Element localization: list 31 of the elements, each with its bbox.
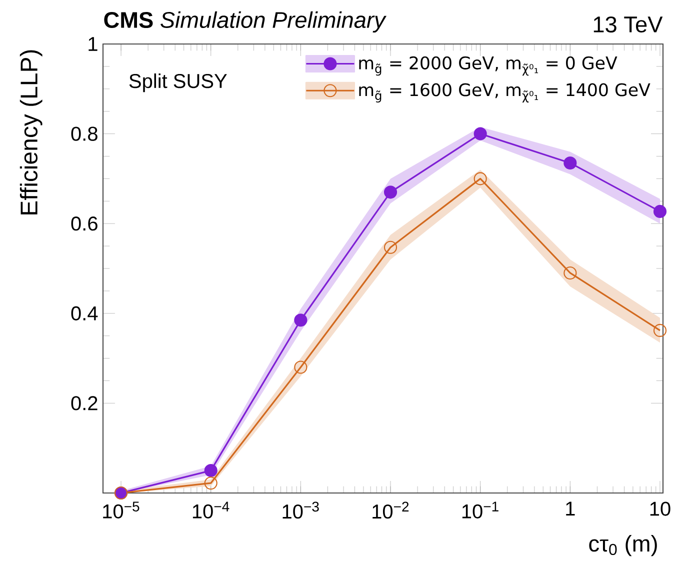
- point: [294, 314, 308, 327]
- point: [384, 186, 398, 199]
- y-tick-label: 0.6: [71, 216, 98, 231]
- x-tick-label: 10$^{−2}$: [372, 502, 409, 519]
- x-tick-label: 10$^{−1}$: [462, 502, 498, 518]
- point: [384, 240, 398, 254]
- legend-label: m$_{g̃}$ = 1600 GeV, m$_{χ̃⁰₁}$ = 1400 GeV: [359, 83, 650, 102]
- x-tick-label: 10: [650, 502, 670, 516]
- point: [474, 127, 487, 140]
- x-tick-label: 10$^{−5}$: [103, 502, 140, 518]
- text: 13 TeV: [594, 16, 663, 33]
- x-tick-label: 10$^{−3}$: [282, 502, 319, 519]
- x-tick-label: 1: [566, 502, 575, 516]
- point: [474, 172, 487, 186]
- point: [653, 324, 667, 337]
- chart-title: CMS Simulation Preliminary: [104, 11, 386, 33]
- y-tick-label: 0.8: [71, 126, 98, 141]
- point: [294, 360, 308, 374]
- point: [204, 476, 218, 490]
- point: [653, 204, 667, 218]
- legend-label: m$_{g̃}$ = 2000 GeV, m$_{χ̃⁰₁}$ = 0 GeV: [359, 56, 618, 76]
- y-tick-label: 0.2: [71, 396, 98, 410]
- x-tick-label: 10$^{−4}$: [192, 502, 230, 518]
- y-tick-label: 1: [88, 37, 98, 51]
- point: [204, 464, 218, 478]
- y-axis-title: Efficiency (LLP): [20, 50, 42, 214]
- annotation: Split SUSY: [129, 73, 227, 92]
- y-tick-label: 0.4: [71, 306, 98, 320]
- point: [564, 156, 577, 170]
- x-axis-title: cτ$_{0}$ (m): [589, 535, 657, 556]
- point: [564, 266, 577, 280]
